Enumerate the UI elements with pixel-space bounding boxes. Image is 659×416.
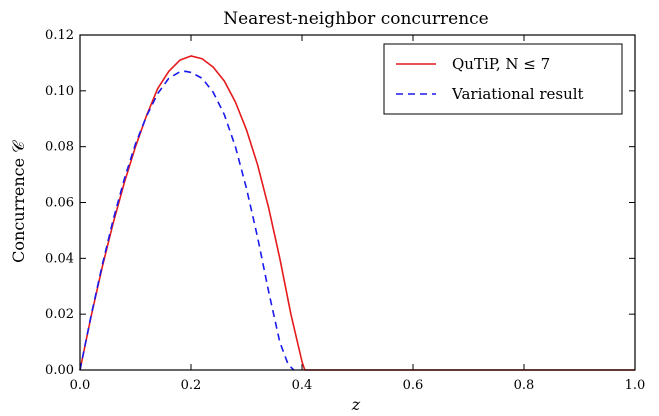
x-axis-label: z bbox=[351, 395, 361, 414]
y-tick-label: 0.04 bbox=[45, 251, 74, 266]
legend-label-qutip: QuTiP, N ≤ 7 bbox=[452, 55, 550, 73]
x-tick-label: 0.6 bbox=[403, 378, 424, 393]
x-tick-label: 0.2 bbox=[181, 378, 202, 393]
y-tick-label: 0.02 bbox=[45, 307, 74, 322]
x-tick-label: 0.0 bbox=[70, 378, 91, 393]
chart-title: Nearest-neighbor concurrence bbox=[223, 9, 489, 29]
legend-label-variational: Variational result bbox=[451, 85, 584, 103]
plot-area-frame bbox=[79, 34, 636, 371]
legend-box bbox=[383, 43, 623, 115]
y-tick-label: 0.06 bbox=[45, 196, 74, 211]
y-tick-label: 0.00 bbox=[45, 363, 74, 378]
legend: QuTiP, N ≤ 7 Variational result bbox=[383, 43, 623, 115]
y-tick-label: 0.12 bbox=[45, 28, 74, 43]
x-tick-label: 0.8 bbox=[514, 378, 535, 393]
x-tick-label: 0.4 bbox=[292, 378, 313, 393]
y-tick-label: 0.08 bbox=[45, 140, 74, 155]
x-tick-label: 1.0 bbox=[625, 378, 646, 393]
y-tick-label: 0.10 bbox=[45, 84, 74, 99]
series-line-variational bbox=[79, 70, 295, 371]
y-axis-label: Concurrence 𝒞 bbox=[9, 140, 28, 263]
